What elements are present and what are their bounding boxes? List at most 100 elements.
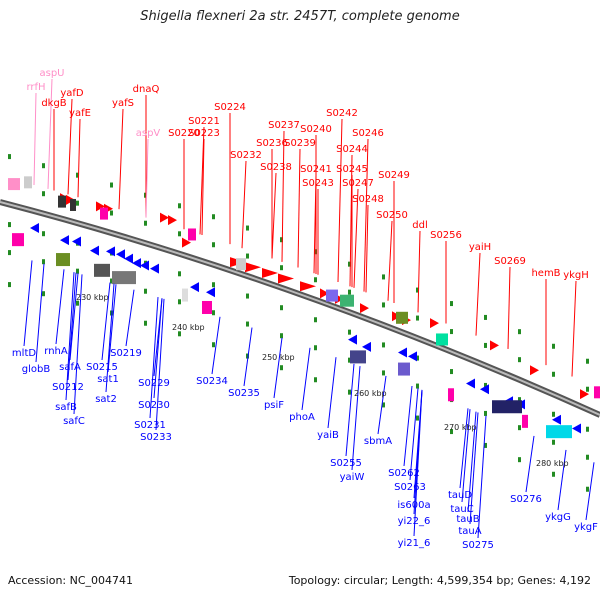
guide-dash [42,163,45,169]
guide-dash [246,321,249,327]
forward-label-S0240: S0240 [300,124,332,135]
leader-line [77,118,81,198]
forward-label-S0249: S0249 [378,170,410,181]
feature-box [12,233,24,247]
feature-box [436,333,448,346]
feature-box [236,258,246,271]
guide-dash [42,291,45,297]
leader-line [413,389,423,537]
reverse-gene-arrow [398,347,407,358]
reverse-gene-arrow [552,414,561,425]
guide-dash [42,191,45,197]
guide-dash [484,314,487,320]
reverse-label-S0234: S0234 [196,376,228,387]
reverse-label-ykgF: ykgF [574,522,598,533]
guide-dash [416,287,419,293]
reverse-label-S0229: S0229 [138,378,170,389]
guide-dash [484,382,487,388]
feature-box [396,311,408,324]
leader-line [363,138,369,292]
leader-line [525,435,535,493]
leader-line [377,375,387,435]
guide-dash [246,253,249,259]
forward-label-S0223: S0223 [188,128,220,139]
feature-box [70,198,76,211]
reverse-label-S0212: S0212 [52,382,84,393]
forward-label-ddl: ddl [412,220,427,231]
reverse-gene-arrow [348,334,357,345]
guide-dash [280,237,283,243]
guide-dash [586,386,589,392]
scale-ticks: 230 kbp 240 kbp 250 kbp 260 kbp 270 kbp 280 k… [76,293,569,468]
guide-dash [314,345,317,351]
forward-label-S0220: S0220 [168,128,200,139]
guide-dash [280,305,283,311]
guide-dash [552,411,555,417]
reverse-gene-arrow [72,236,81,247]
reverse-label-tauC: tauC [450,504,473,515]
guide-dash [280,365,283,371]
guide-dash [76,300,79,306]
feature-box [182,288,188,302]
guide-dash [586,454,589,460]
forward-label-S0245: S0245 [336,164,368,175]
forward-gene-arrow [430,318,439,329]
tick-label: 240 kbp [172,323,205,332]
leader-line [145,138,149,218]
reverse-gene-arrow [572,423,581,434]
guide-dash [246,293,249,299]
reverse-gene-arrow [30,222,39,233]
leader-line [153,298,163,399]
guide-dash [178,299,181,305]
guide-dash [382,302,385,308]
reverse-label-sat2: sat2 [95,394,117,405]
forward-label-S0244: S0244 [336,144,368,155]
feature-box [58,195,66,208]
reverse-gene-arrow [90,245,99,256]
forward-gene-arrow [278,273,294,284]
reverse-gene-arrow [124,253,133,264]
reverse-gene-arrow [150,263,159,274]
reverse-label-ykgG: ykgG [545,512,571,523]
accession-label: Accession: NC_004741 [8,574,134,587]
feature-tracks [8,176,600,439]
forward-label-S0238: S0238 [260,162,292,173]
guide-dash [246,225,249,231]
leader-line [571,280,577,377]
leader-line [403,385,413,467]
forward-label-S0256: S0256 [430,230,462,241]
reverse-label-S0276: S0276 [510,494,542,505]
guide-dash [76,268,79,274]
guide-dash [416,383,419,389]
feature-box [112,271,136,285]
guide-dash [314,377,317,383]
leader-line [469,412,479,525]
forward-label-hemB: hemB [531,268,560,279]
backbone-line [0,199,600,418]
reverse-gene-arrow [60,235,69,246]
tick-label: 230 kbp [76,293,109,302]
reverse-label-safC: safC [63,416,85,427]
forward-gene-arrow [182,237,191,248]
tick-label: 280 kbp [536,459,569,468]
guide-dash [348,357,351,363]
guide-dash [518,457,521,463]
leader-line [557,449,567,511]
reverse-label-S0275: S0275 [462,540,494,551]
reverse-label-yi21_6: yi21_6 [398,538,431,549]
guide-dash [348,329,351,335]
guide-dash [518,425,521,431]
guide-dash [484,410,487,416]
guide-dash [348,289,351,295]
reverse-gene-arrow [116,249,125,260]
forward-label-yafD: yafD [60,88,84,99]
leader-line [101,282,111,361]
leader-line [47,78,53,189]
reverse-gene-arrow [106,246,115,257]
forward-label-ykgH: ykgH [563,270,589,281]
feature-box [8,178,20,191]
reverse-label-S0219: S0219 [110,348,142,359]
guide-dash [76,200,79,206]
reverse-label-safB: safB [55,402,77,413]
